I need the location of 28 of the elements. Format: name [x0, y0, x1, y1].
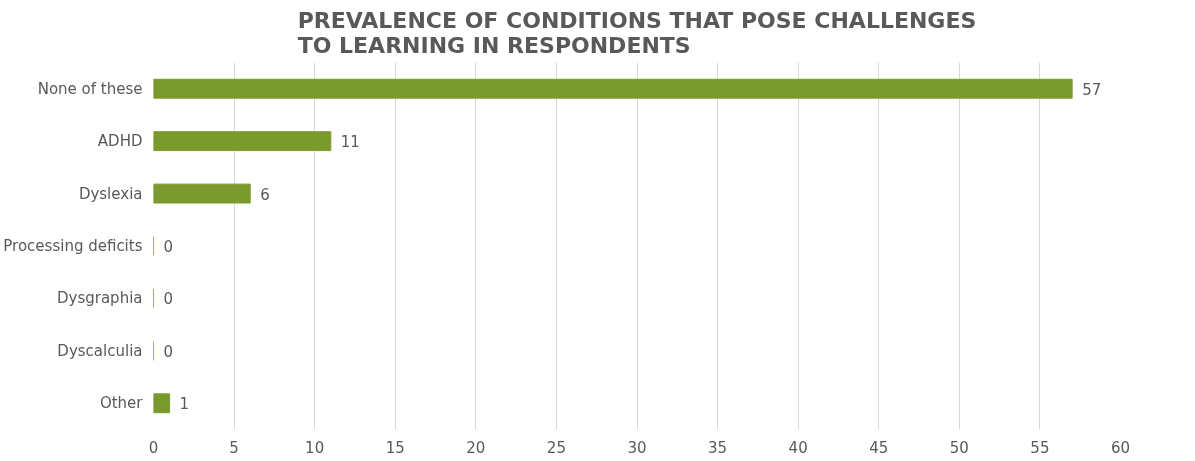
- x-tick-label: 55: [1030, 438, 1050, 457]
- x-tick-label: 0: [148, 438, 159, 457]
- x-tick-label: 40: [788, 438, 808, 457]
- data-label: 57: [1082, 80, 1102, 99]
- x-tick-label: 50: [949, 438, 969, 457]
- x-tick-label: 5: [229, 438, 239, 457]
- data-label: 0: [163, 290, 174, 309]
- y-tick-label: Dysgraphia: [56, 289, 143, 308]
- data-label: 0: [163, 342, 174, 361]
- x-tick-label: 60: [1110, 438, 1131, 457]
- x-tick-label: 30: [627, 438, 647, 457]
- data-label: 0: [163, 238, 174, 256]
- y-tick-label: ADHD: [97, 132, 143, 151]
- y-tick-label: Processing deficits: [3, 237, 143, 255]
- chart-title: PREVALENCE OF CONDITIONS THAT POSE CHALLENGES TO LEARNING IN RESPONDENTS: [297, 7, 977, 58]
- x-tick-label: 25: [546, 438, 566, 457]
- x-tick-label: 35: [708, 438, 728, 457]
- x-tick-label: 20: [466, 438, 486, 457]
- x-tick-label: 45: [869, 438, 889, 457]
- y-tick-label: Dyslexia: [78, 184, 143, 203]
- x-tick-label: 15: [385, 438, 405, 457]
- x-tick-label: 10: [305, 438, 325, 457]
- data-label: 6: [260, 185, 270, 204]
- data-label: 11: [340, 133, 360, 152]
- data-label: 1: [179, 395, 190, 414]
- y-tick-label: None of these: [37, 79, 143, 98]
- y-tick-label: Dyscalculia: [57, 341, 143, 360]
- y-tick-label: Other: [99, 394, 144, 413]
